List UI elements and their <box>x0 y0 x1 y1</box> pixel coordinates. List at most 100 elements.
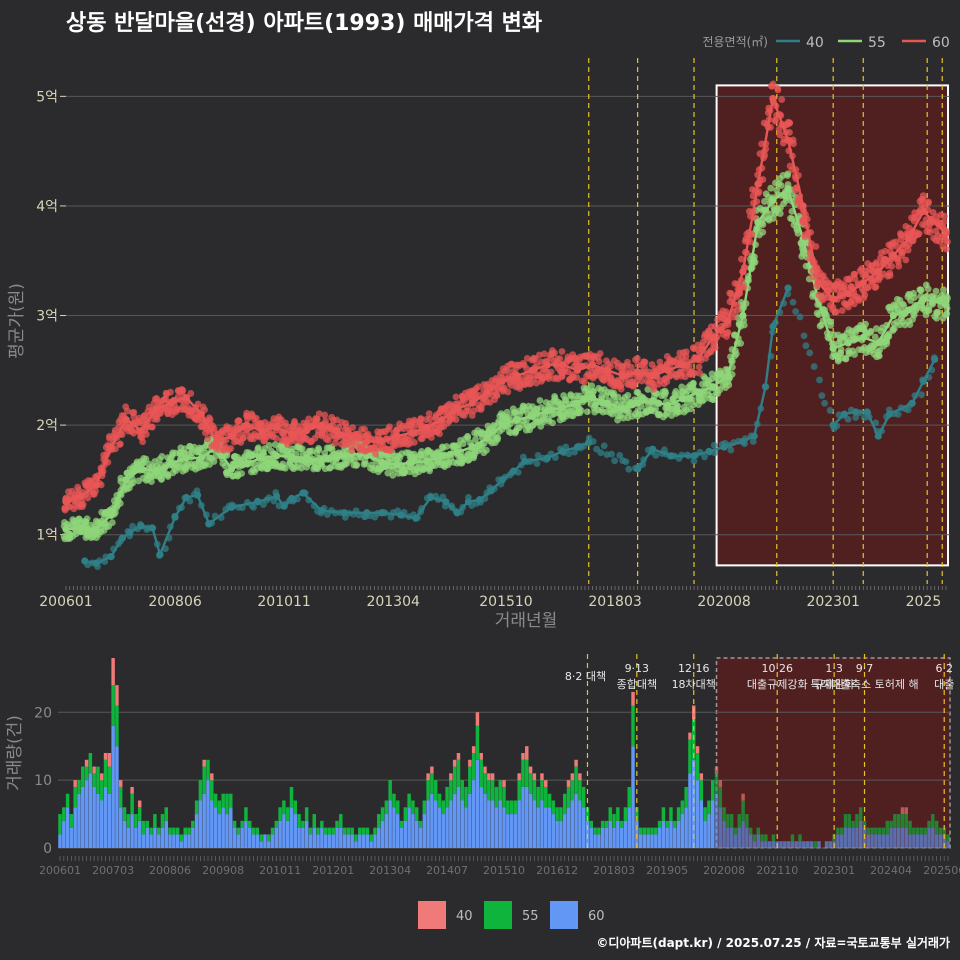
point-55 <box>866 329 874 336</box>
volume-x-tick-label: 201905 <box>646 864 688 877</box>
point-40 <box>565 450 573 458</box>
point-60 <box>695 363 703 371</box>
volume-bar-40 <box>430 766 434 774</box>
event-label: 종합대책 <box>617 678 657 691</box>
point-60 <box>252 414 260 422</box>
point-55 <box>837 349 845 357</box>
volume-bar-55 <box>756 827 760 835</box>
volume-bar-55 <box>100 780 104 801</box>
volume-bar-40 <box>695 746 700 753</box>
point-60 <box>778 96 786 103</box>
volume-bar-55 <box>688 739 692 774</box>
volume-bar-60 <box>460 800 464 848</box>
point-60 <box>540 350 548 358</box>
volume-bar-55 <box>380 807 385 821</box>
point-60 <box>902 256 910 264</box>
x-tick-label: 200601 <box>39 594 92 610</box>
volume-bar-60 <box>786 841 791 848</box>
volume-bar-60 <box>377 827 381 848</box>
volume-bar-40 <box>111 658 115 686</box>
volume-bar-60 <box>555 820 559 848</box>
volume-bar-60 <box>312 827 316 848</box>
point-55 <box>862 320 869 328</box>
volume-bar-55 <box>490 780 495 801</box>
volume-bar-60 <box>483 793 487 848</box>
point-60 <box>774 84 781 92</box>
volume-bar-60 <box>414 820 419 848</box>
point-40 <box>727 446 735 454</box>
point-60 <box>850 300 858 308</box>
point-55 <box>583 408 591 416</box>
volume-bar-60 <box>396 814 400 848</box>
volume-bar-40 <box>103 753 108 760</box>
volume-legend-label-40: 40 <box>456 909 473 924</box>
point-60 <box>493 392 501 400</box>
volume-bar-40 <box>137 800 142 808</box>
x-axis-title: 거래년월 <box>495 611 558 631</box>
point-60 <box>748 186 756 193</box>
volume-bar-60 <box>566 807 571 848</box>
point-60 <box>433 428 441 436</box>
y-tick-label: 4억 <box>36 199 58 215</box>
point-55 <box>625 407 632 415</box>
point-40 <box>918 391 925 399</box>
point-60 <box>148 423 155 431</box>
volume-bar-55 <box>737 814 742 828</box>
point-60 <box>130 413 138 421</box>
volume-bar-60 <box>452 793 457 848</box>
point-55 <box>942 311 950 319</box>
point-60 <box>776 131 784 139</box>
volume-bar-60 <box>509 814 514 848</box>
y-axis-title: 평균가(원) <box>7 283 27 359</box>
volume-bar-60 <box>301 827 305 848</box>
volume-bar-60 <box>437 807 442 848</box>
point-60 <box>943 245 950 253</box>
point-60 <box>348 443 356 450</box>
volume-bar-40 <box>521 753 525 760</box>
series-line-60 <box>65 97 947 503</box>
point-40 <box>802 342 810 350</box>
volume-bar-55 <box>710 780 715 801</box>
volume-bar-60 <box>942 834 946 848</box>
volume-bar-55 <box>202 766 206 794</box>
volume-x-tick-label: 201612 <box>536 864 578 877</box>
point-60 <box>194 400 202 408</box>
point-55 <box>917 286 925 294</box>
point-60 <box>892 238 900 246</box>
point-60 <box>349 424 357 431</box>
volume-bar-60 <box>540 800 544 848</box>
point-40 <box>800 332 808 340</box>
volume-bar-55 <box>134 814 138 828</box>
point-60 <box>178 385 186 393</box>
volume-bar-55 <box>377 814 381 828</box>
point-60 <box>702 355 710 362</box>
volume-bar-40 <box>130 786 134 794</box>
point-55 <box>602 391 610 399</box>
volume-bar-55 <box>130 793 134 815</box>
volume-bar-55 <box>107 766 112 794</box>
volume-bar-55 <box>896 814 901 828</box>
volume-bar-55 <box>430 773 434 794</box>
point-60 <box>452 393 460 401</box>
volume-bar-55 <box>422 800 427 815</box>
volume-bar-55 <box>855 814 859 828</box>
point-55 <box>306 447 314 455</box>
volume-bar-55 <box>403 807 408 821</box>
point-60 <box>547 368 555 376</box>
volume-bar-60 <box>350 834 354 848</box>
point-60 <box>342 423 350 431</box>
volume-bar-60 <box>570 800 575 848</box>
point-60 <box>305 415 313 423</box>
price-legend: 전용면적(㎡) 40 55 60 <box>702 35 949 51</box>
volume-bar-55 <box>153 814 157 828</box>
volume-bar-60 <box>327 834 332 848</box>
volume-bar-60 <box>616 820 620 848</box>
volume-x-tick-label: 201011 <box>259 864 301 877</box>
volume-bar-60 <box>65 807 70 848</box>
volume-bar-55 <box>676 807 681 821</box>
volume-bar-55 <box>585 807 590 821</box>
volume-bar-55 <box>156 827 161 835</box>
volume-bar-60 <box>339 827 343 848</box>
volume-bar-55 <box>308 827 313 835</box>
point-55 <box>272 459 280 467</box>
